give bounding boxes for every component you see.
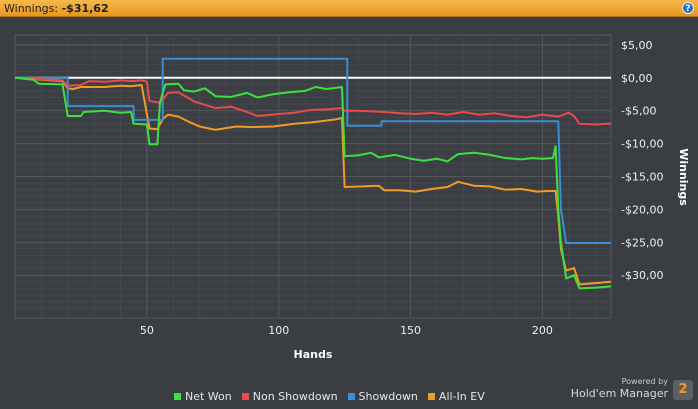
winnings-chart: $5,00 $0,00 -$5,00 -$10,00 -$15,00 -$20,00 -$2… xyxy=(14,34,690,361)
y-tick-label: -$5,00 xyxy=(621,105,656,118)
grid-lines xyxy=(15,35,611,318)
chart-title-bar: Winnings: -$31,62 ? xyxy=(0,0,698,17)
legend-item-net-won[interactable]: Net Won xyxy=(174,389,232,403)
series-line-net-won xyxy=(14,76,612,290)
series-lines xyxy=(14,57,612,290)
x-axis: 50 100 150 200 xyxy=(140,324,553,337)
x-tick-label: 100 xyxy=(268,324,289,337)
y-tick-label: -$15,00 xyxy=(621,171,663,184)
y-tick-label: -$25,00 xyxy=(621,236,663,249)
y-tick-label: -$10,00 xyxy=(621,138,663,151)
chart-legend: Net Won Non Showdown Showdown All-In EV xyxy=(174,389,485,403)
legend-item-showdown[interactable]: Showdown xyxy=(347,389,418,403)
y-tick-label: $5,00 xyxy=(621,39,653,52)
series-line-all-in-ev xyxy=(14,76,612,286)
winnings-label: Winnings: xyxy=(4,2,59,15)
legend-swatch xyxy=(347,392,355,400)
y-axis: $5,00 $0,00 -$5,00 -$10,00 -$15,00 -$20,00 -$2… xyxy=(621,39,663,282)
y-tick-label: -$20,00 xyxy=(621,203,663,216)
legend-label: Non Showdown xyxy=(252,389,338,403)
legend-label: All-In EV xyxy=(438,389,485,403)
y-axis-title: Winnings xyxy=(677,148,690,206)
powered-by-text: Powered by xyxy=(621,377,668,386)
x-axis-title: Hands xyxy=(294,348,333,361)
help-icon[interactable]: ? xyxy=(682,2,694,14)
series-line-non-showdown xyxy=(14,76,611,126)
x-tick-label: 150 xyxy=(400,324,421,337)
hm2-logo-icon: 2 xyxy=(673,380,693,400)
legend-swatch xyxy=(427,392,435,400)
y-tick-label: -$30,00 xyxy=(621,269,663,282)
product-name: Hold'em Manager xyxy=(570,387,668,400)
legend-swatch xyxy=(174,392,181,400)
winnings-summary: Winnings: -$31,62 xyxy=(4,1,109,16)
series-line-showdown xyxy=(15,57,611,244)
legend-item-non-showdown[interactable]: Non Showdown xyxy=(241,389,338,403)
legend-label: Showdown xyxy=(358,389,418,403)
legend-label: Net Won xyxy=(185,389,232,403)
legend-item-all-in-ev[interactable]: All-In EV xyxy=(427,389,485,403)
legend-swatch xyxy=(241,392,249,400)
winnings-value: -$31,62 xyxy=(61,2,109,15)
y-tick-label: $0,00 xyxy=(621,72,653,85)
brand-logo-text: Powered by Hold'em Manager xyxy=(571,377,668,402)
x-tick-label: 50 xyxy=(140,324,154,337)
x-tick-label: 200 xyxy=(532,324,553,337)
